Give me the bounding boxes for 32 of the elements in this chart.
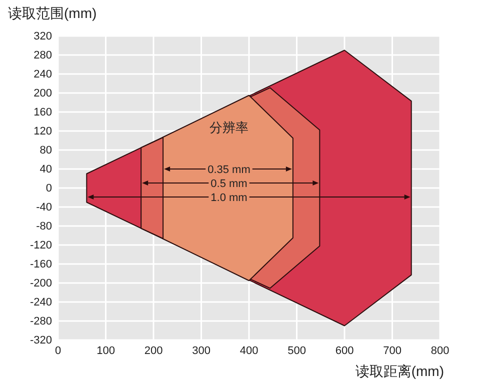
y-tick-label: -40 — [36, 202, 52, 214]
x-tick-label: 400 — [240, 344, 258, 357]
y-tick-label: 0 — [46, 182, 52, 195]
y-tick-label: 280 — [34, 50, 52, 62]
y-axis-title: 读取范围(mm) — [8, 5, 97, 21]
x-tick-label: 0 — [54, 344, 62, 357]
series-label: 1.0 mm — [210, 192, 248, 204]
y-tick-label: -80 — [36, 220, 52, 233]
x-axis-title: 读取距离(mm) — [355, 363, 444, 379]
series-label: 0.35 mm — [208, 164, 250, 176]
y-tick-label: 160 — [34, 106, 52, 119]
x-tick-label: 200 — [144, 344, 163, 357]
y-tick-label: -200 — [30, 278, 52, 290]
x-tick-label: 500 — [288, 344, 306, 357]
y-tick-label: 320 — [34, 30, 52, 43]
y-tick-label: -280 — [30, 316, 52, 328]
x-tick-label: 100 — [96, 344, 115, 357]
y-tick-label: 40 — [40, 164, 52, 176]
series-label: 0.5 mm — [210, 178, 248, 190]
y-tick-label: -240 — [30, 296, 52, 309]
y-tick-label: 120 — [34, 126, 52, 138]
x-tick-label: 700 — [383, 344, 402, 357]
x-tick-label: 600 — [335, 344, 354, 357]
y-tick-label: -120 — [30, 240, 52, 252]
x-tick-label: 800 — [430, 344, 450, 357]
y-tick-label: 80 — [40, 144, 52, 157]
y-tick-label: -160 — [30, 258, 52, 271]
y-tick-label: -320 — [30, 334, 52, 347]
y-tick-label: 200 — [34, 88, 52, 100]
y-tick-label: 240 — [34, 68, 52, 81]
legend-title: 分辨率 — [210, 120, 248, 135]
x-tick-label: 300 — [192, 344, 210, 357]
